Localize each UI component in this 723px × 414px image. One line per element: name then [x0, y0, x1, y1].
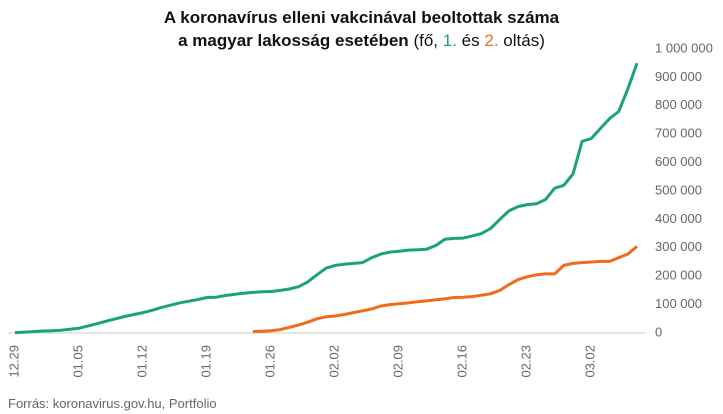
- y-tick-label: 700 000: [655, 126, 702, 141]
- x-tick-label: 01.05: [70, 345, 85, 378]
- x-tick-label: 02.16: [455, 345, 470, 378]
- y-tick-label: 200 000: [655, 268, 702, 283]
- x-tick-label: 01.26: [263, 345, 278, 378]
- y-tick-label: 1 000 000: [655, 40, 713, 55]
- x-tick-label: 03.02: [583, 345, 598, 378]
- legend-entry: 1.: [442, 31, 457, 50]
- title-text: és: [461, 31, 480, 50]
- title-text: oltás): [503, 31, 545, 50]
- y-tick-label: 800 000: [655, 97, 702, 112]
- x-tick-label: 02.02: [327, 345, 342, 378]
- y-tick-label: 500 000: [655, 182, 702, 197]
- x-tick-label: 01.12: [134, 345, 149, 378]
- x-tick-label: 01.19: [199, 345, 214, 378]
- legend-entry: 2.: [484, 31, 499, 50]
- y-tick-label: 400 000: [655, 211, 702, 226]
- chart-title: A koronavírus elleni vakcinával beoltott…: [0, 6, 723, 52]
- title-bold: a magyar lakosság esetében: [178, 31, 409, 50]
- y-tick-label: 300 000: [655, 239, 702, 254]
- y-tick-label: 0: [655, 324, 662, 339]
- y-tick-label: 600 000: [655, 154, 702, 169]
- x-tick-label: 02.09: [391, 345, 406, 378]
- y-tick-label: 900 000: [655, 69, 702, 84]
- x-tick-label: 12.29: [6, 345, 21, 378]
- series-line: [14, 62, 639, 335]
- title-text: (fő,: [413, 31, 438, 50]
- source: Forrás: koronavirus.gov.hu, Portfolio: [8, 396, 217, 411]
- title-line: A koronavírus elleni vakcinával beoltott…: [163, 8, 560, 27]
- series-line: [252, 245, 638, 334]
- x-tick-label: 02.23: [519, 345, 534, 378]
- y-tick-label: 100 000: [655, 296, 702, 311]
